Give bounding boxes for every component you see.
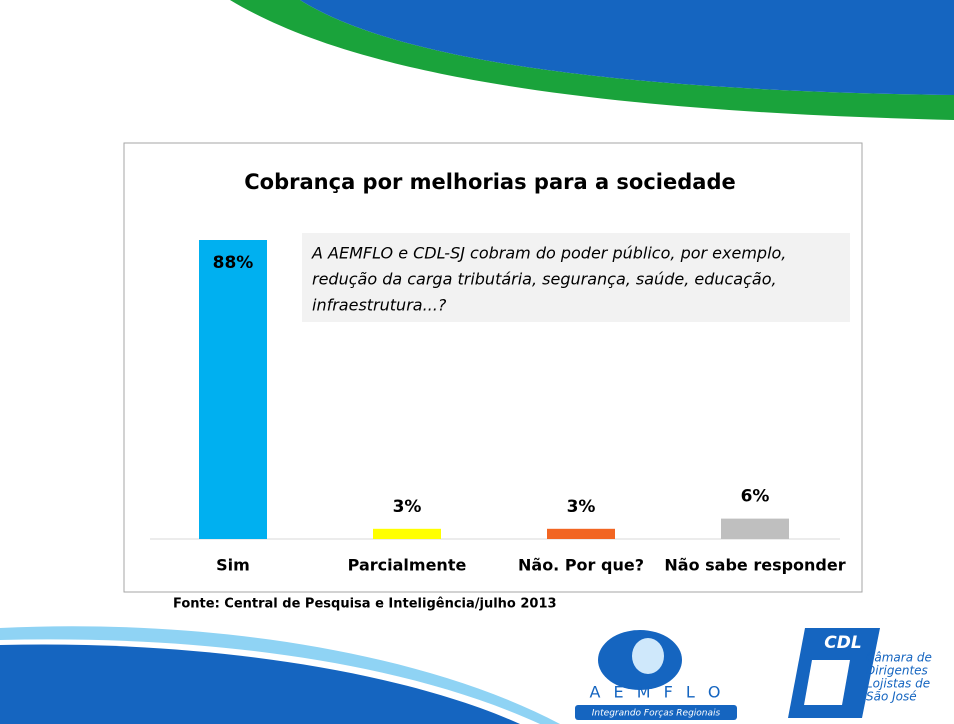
annotation-line: A AEMFLO e CDL-SJ cobram do poder públic… — [311, 244, 786, 263]
cdl-name-line: Dirigentes — [866, 664, 928, 678]
x-tick-label: Não. Por que? — [518, 556, 644, 575]
value-label: 3% — [393, 497, 422, 517]
value-label: 6% — [741, 487, 770, 507]
slide: Cobrança por melhorias para a sociedade … — [0, 0, 954, 724]
value-label: 88% — [213, 253, 254, 273]
bar — [199, 240, 267, 539]
cdl-name-line: Câmara de — [866, 651, 932, 665]
aemflo-mark-inner — [632, 638, 664, 674]
cdl-mark-inner — [804, 660, 850, 705]
bar — [373, 529, 441, 539]
x-tick-label: Não sabe responder — [664, 556, 845, 575]
cdl-text: CDL — [824, 633, 861, 653]
annotation-line: redução da carga tributária, segurança, … — [312, 270, 777, 289]
chart-title: Cobrança por melhorias para a sociedade — [244, 170, 735, 194]
annotation-line: infraestrutura...? — [312, 296, 447, 315]
source: Fonte: Central de Pesquisa e Inteligênci… — [173, 597, 557, 612]
bar — [721, 519, 789, 539]
aemflo-tagline: Integrando Forças Regionais — [592, 709, 721, 719]
value-label: 3% — [567, 497, 596, 517]
cdl-name-line: São José — [866, 690, 917, 704]
x-tick-label: Parcialmente — [348, 556, 467, 575]
aemflo-text: A E M F L O — [590, 683, 725, 702]
bar — [547, 529, 615, 539]
x-tick-label: Sim — [216, 556, 250, 575]
cdl-name-line: Lojistas de — [866, 677, 930, 691]
